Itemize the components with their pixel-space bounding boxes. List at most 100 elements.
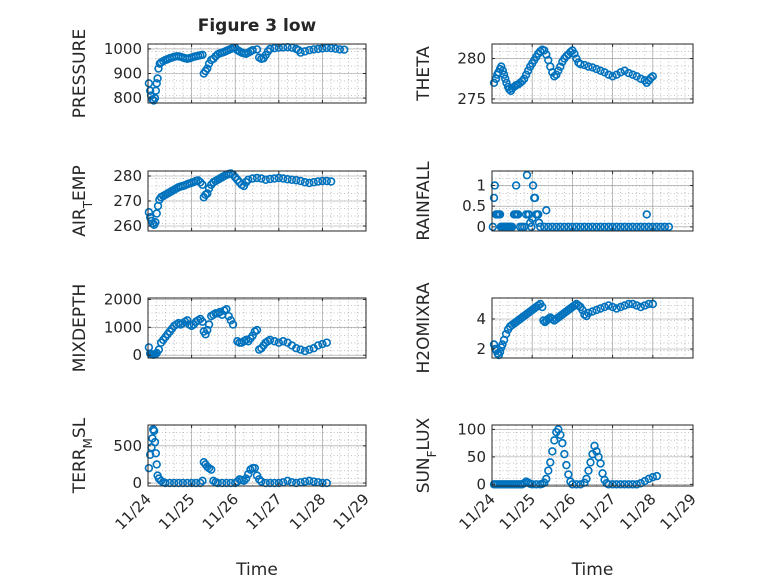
y-tick-label: 100 bbox=[457, 420, 486, 438]
data-point bbox=[278, 174, 288, 183]
data-point bbox=[152, 209, 161, 218]
data-point bbox=[608, 302, 617, 312]
data-point bbox=[489, 193, 499, 203]
data-point bbox=[656, 222, 666, 232]
y-tick-label: 0 bbox=[476, 475, 486, 493]
data-point bbox=[309, 45, 318, 54]
x-tick-label: 11/24 bbox=[112, 490, 155, 533]
data-point bbox=[305, 45, 314, 55]
data-point bbox=[322, 338, 331, 347]
axes-frame bbox=[491, 297, 694, 359]
data-point bbox=[270, 43, 279, 53]
data-point bbox=[313, 177, 323, 186]
data-point bbox=[548, 447, 557, 456]
data-point bbox=[278, 337, 288, 346]
data-point bbox=[550, 436, 559, 445]
data-point bbox=[580, 60, 589, 70]
y-tick-label: 50 bbox=[467, 448, 486, 466]
data-point bbox=[257, 174, 266, 183]
data-point bbox=[546, 458, 555, 467]
axes-frame bbox=[491, 424, 694, 487]
data-point bbox=[616, 480, 625, 489]
data-point bbox=[644, 474, 653, 484]
series-points bbox=[489, 299, 657, 360]
data-point bbox=[513, 210, 523, 219]
x-axis-label: Time bbox=[571, 560, 614, 580]
data-point bbox=[265, 44, 275, 54]
data-point bbox=[588, 63, 597, 72]
subplot-2: 275 280 THETA bbox=[414, 43, 694, 108]
data-point bbox=[564, 470, 573, 479]
data-point bbox=[248, 174, 257, 183]
data-point bbox=[624, 299, 633, 309]
subplot-3: 260 270 280 AIRTEMP bbox=[70, 165, 367, 237]
y-tick-label: 2000 bbox=[104, 290, 142, 308]
data-point bbox=[558, 438, 567, 448]
data-point bbox=[522, 170, 532, 180]
y-tick-label: 1000 bbox=[104, 40, 142, 58]
data-point bbox=[620, 222, 629, 232]
data-point bbox=[153, 74, 162, 83]
data-point bbox=[592, 64, 601, 74]
data-point bbox=[252, 173, 262, 183]
data-point bbox=[636, 222, 645, 232]
data-point bbox=[620, 301, 629, 310]
x-tick-label: 11/28 bbox=[616, 490, 659, 533]
x-axis-label: Time bbox=[235, 560, 278, 580]
data-point bbox=[628, 70, 637, 79]
data-point bbox=[582, 474, 591, 484]
data-point bbox=[556, 62, 565, 71]
data-point bbox=[568, 480, 577, 489]
data-point bbox=[544, 466, 553, 475]
data-point bbox=[501, 74, 510, 83]
data-point bbox=[580, 222, 589, 232]
data-point bbox=[228, 320, 238, 329]
data-point bbox=[624, 222, 633, 232]
y-tick-label: 280 bbox=[457, 50, 486, 68]
axes-background bbox=[491, 170, 694, 232]
subplot-1: 800 900 1000 PRESSURE Figure 3 low bbox=[70, 16, 367, 118]
data-point bbox=[523, 66, 533, 75]
data-point bbox=[296, 345, 305, 354]
data-point bbox=[652, 471, 662, 481]
data-point bbox=[632, 222, 641, 232]
data-point bbox=[201, 330, 210, 339]
data-point bbox=[636, 302, 645, 312]
data-point bbox=[642, 210, 651, 219]
axes-frame bbox=[491, 43, 694, 104]
data-point bbox=[335, 45, 345, 54]
data-point bbox=[501, 329, 511, 339]
data-point bbox=[252, 325, 262, 335]
data-point bbox=[250, 463, 260, 473]
data-point bbox=[495, 210, 505, 219]
data-point bbox=[628, 480, 637, 489]
y-tick-label: 0.5 bbox=[462, 197, 486, 215]
data-point bbox=[198, 50, 207, 60]
data-point bbox=[588, 307, 597, 316]
data-point bbox=[499, 70, 509, 79]
series-points bbox=[489, 425, 662, 489]
y-tick-label: 0 bbox=[476, 218, 486, 236]
data-point bbox=[616, 222, 625, 232]
data-point bbox=[576, 60, 585, 69]
data-point bbox=[646, 73, 655, 83]
data-point bbox=[519, 74, 529, 83]
data-point bbox=[624, 68, 633, 78]
data-point bbox=[292, 176, 301, 185]
data-point bbox=[145, 86, 155, 95]
chart-title: Figure 3 low bbox=[198, 16, 317, 36]
y-tick-label: 0 bbox=[132, 346, 142, 364]
data-point bbox=[612, 222, 621, 232]
data-point bbox=[560, 449, 569, 459]
data-point bbox=[566, 47, 575, 57]
data-point bbox=[644, 222, 653, 232]
data-point bbox=[318, 176, 327, 186]
data-point bbox=[305, 476, 314, 485]
data-point bbox=[596, 222, 605, 232]
y-axis-label: AIRTEMP bbox=[70, 165, 95, 236]
data-point bbox=[534, 218, 544, 227]
data-point bbox=[318, 339, 327, 349]
y-tick-label: 0 bbox=[132, 474, 142, 492]
data-point bbox=[331, 44, 340, 53]
